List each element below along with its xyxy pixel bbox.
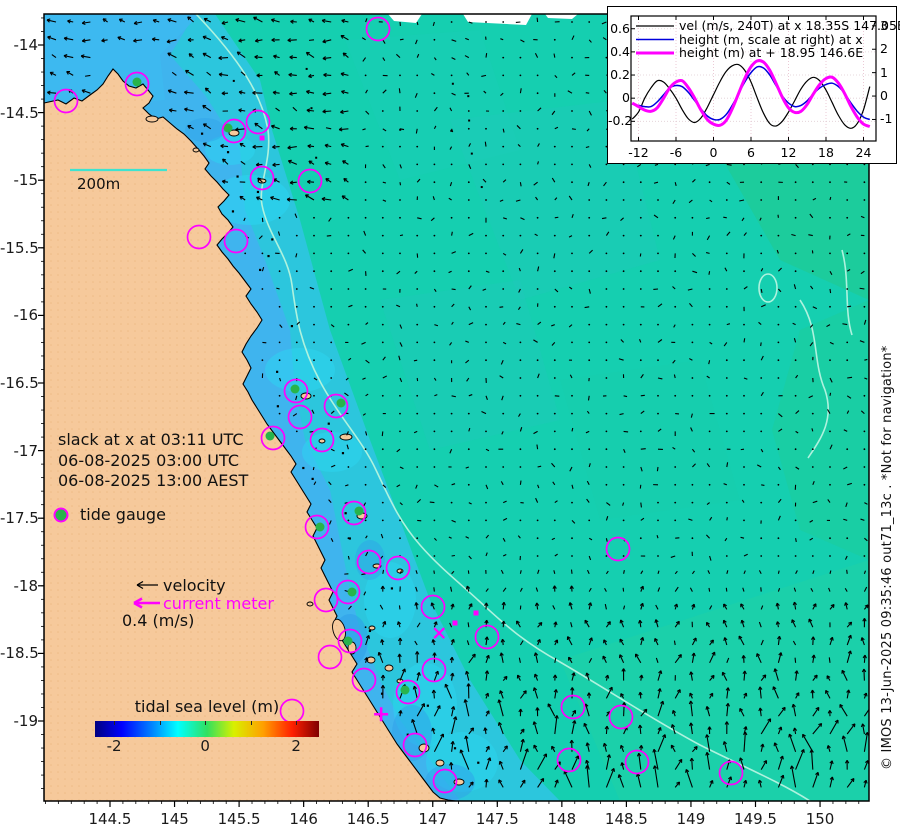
land-queensland-coast <box>44 68 457 801</box>
inset-x-tick-label: 0 <box>709 145 718 160</box>
y-tick-label: -17 <box>13 441 39 460</box>
inset-right-tick-label: 1 <box>880 64 888 80</box>
isobath-scale-label: 200m <box>77 175 121 193</box>
inset-x-tick-label: -12 <box>628 145 649 160</box>
tide-gauge-dots <box>132 77 410 695</box>
inset-left-tick-label: 0.4 <box>610 43 630 59</box>
y-tick-label: -15 <box>13 171 39 190</box>
current-meter-label: current meter <box>163 594 274 613</box>
x-tick-label: 144.5 <box>88 810 132 828</box>
slack-line-1: slack at x at 03:11 UTC <box>58 430 244 449</box>
credit-text: © IMOS 13-Jun-2025 09:35:46 out71_13c . … <box>880 345 895 770</box>
colorbar-tick-label: 2 <box>291 737 301 755</box>
x-tick-label: 145.5 <box>217 810 261 828</box>
colorbar: tidal sea level (m) -2 0 2 <box>95 697 319 759</box>
y-tick-label: -14 <box>13 36 39 54</box>
inset-timeseries-chart: -12 -6 0 6 12 18 24 0.6 0.4 0.2 0 -0.2 3 2 1 0 -1 vel (m/… <box>607 6 900 164</box>
colorbar-tick <box>159 721 161 725</box>
inset-legend-label: vel (m/s, 240T) at x 18.35S 147.05E <box>679 18 900 33</box>
islands <box>145 115 465 786</box>
x-tick-label: 149.5 <box>734 810 777 828</box>
x-tick-label: 147 <box>418 810 448 828</box>
colorbar-tick-label: 0 <box>200 737 210 755</box>
y-tick-label: -15.5 <box>0 238 39 257</box>
y-tick-label: -19 <box>13 712 39 730</box>
inset-x-tick-label: 12 <box>780 145 797 160</box>
colorbar-tick <box>114 721 116 725</box>
inset-plot <box>630 15 877 142</box>
x-tick-label: 149 <box>676 810 706 828</box>
inset-right-tick-label: 3 <box>880 17 888 33</box>
y-tick-label: -16.5 <box>0 374 39 392</box>
inset-x-tick-label: 24 <box>855 145 872 160</box>
velocity-scale-label: 0.4 (m/s) <box>122 611 195 630</box>
current-meter-arrow-sample <box>133 597 160 609</box>
colorbar-tick-label: -2 <box>106 737 122 755</box>
x-tick-label: 147.5 <box>475 810 519 828</box>
inset-frame <box>630 15 877 142</box>
y-tick-label: -18 <box>13 576 39 595</box>
colorbar-tick <box>296 721 298 725</box>
y-tick-label: -17.5 <box>0 509 39 528</box>
x-tick-label: 148.5 <box>604 810 648 828</box>
velocity-arrow-sample <box>136 580 158 590</box>
inset-x-tick-label: -6 <box>669 145 683 160</box>
inset-left-tick-label: -0.2 <box>608 113 633 129</box>
x-tick-label: 148 <box>547 810 577 828</box>
inset-right-tick-label: 0 <box>880 88 888 104</box>
colorbar-labels: -2 0 2 <box>95 737 319 759</box>
inset-legend-label: height (m, scale at right) at x <box>679 31 863 47</box>
colorbar-tick <box>250 721 252 725</box>
inset-grid <box>631 16 876 141</box>
axis-ticks <box>38 17 860 807</box>
inset-x-tick-label: 18 <box>818 145 834 160</box>
inset-series <box>631 63 871 129</box>
slack-line-2: 06-08-2025 03:00 UTC <box>58 450 239 470</box>
colorbar-tick <box>205 721 207 725</box>
colorbar-gradient <box>95 721 319 737</box>
x-tick-label: 150 <box>805 810 835 828</box>
inset-left-tick-label: 0 <box>622 90 630 106</box>
slack-line-3: 06-08-2025 13:00 AEST <box>58 471 249 490</box>
map-frame <box>43 13 870 802</box>
slack-annotation: slack at x at 03:11 UTC 06-08-2025 03:00… <box>58 430 248 492</box>
inset-series <box>631 59 871 128</box>
velocity-label: velocity <box>163 576 226 595</box>
y-tick-label: -18.5 <box>0 644 39 663</box>
tide-gauge-label: tide gauge <box>80 505 166 524</box>
x-tick-label: 145 <box>160 810 189 828</box>
inset-legend-label: height (m) at + 18.95 146.6E <box>679 45 864 60</box>
inset-right-tick-label: 2 <box>880 41 888 57</box>
inset-curves <box>631 59 871 129</box>
inset-left-tick-label: 0.6 <box>610 20 630 36</box>
y-tick-label: -16 <box>13 306 39 325</box>
x-tick-label: 146 <box>289 810 318 828</box>
inset-left-tick-label: 0.2 <box>610 67 630 83</box>
y-tick-label: -14.5 <box>0 103 39 122</box>
inset-right-tick-label: -1 <box>880 111 893 127</box>
legend-symbols <box>53 168 167 609</box>
inset-ticks <box>631 16 876 141</box>
current-meter-circles <box>53 16 744 794</box>
colorbar-title: tidal sea level (m) <box>134 697 280 716</box>
x-tick-label: 146.5 <box>346 810 390 828</box>
inset-x-tick-label: 6 <box>747 145 755 160</box>
rock-specks <box>200 67 483 764</box>
isobath-200m <box>195 14 853 801</box>
tide-gauge-symbol <box>53 507 69 523</box>
station-markers <box>259 135 479 722</box>
